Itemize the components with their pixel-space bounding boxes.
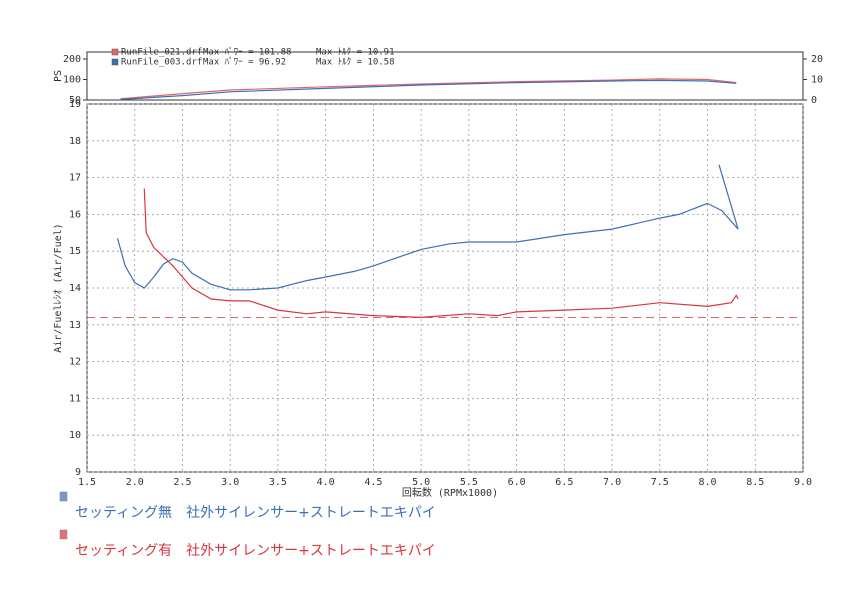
x-tick-label: 7.0 bbox=[603, 477, 621, 488]
legend-label: セッティング有 社外サイレンサー+ストレートエキパイ bbox=[75, 543, 436, 559]
x-tick-label: 1.5 bbox=[78, 477, 96, 488]
power-frame bbox=[86, 51, 804, 101]
x-tick-label: 5.0 bbox=[412, 477, 430, 488]
y-tick-label: 15 bbox=[69, 246, 81, 257]
y-tick-label: 50 bbox=[69, 95, 81, 106]
x-tick-label: 7.5 bbox=[651, 477, 669, 488]
legend-label: RunFile_003.drf bbox=[121, 58, 202, 68]
y-tick-label: 17 bbox=[69, 173, 81, 184]
series-line bbox=[120, 79, 737, 100]
legend-max: Max ﾊﾟﾜｰ = 101.88 bbox=[203, 47, 291, 58]
legend-max: Max ﾄﾙｸ = 10.58 bbox=[316, 57, 395, 68]
y-tick-label: 10 bbox=[69, 430, 81, 441]
x-tick-label: 8.5 bbox=[746, 477, 764, 488]
x-tick-label: 4.0 bbox=[317, 477, 335, 488]
x-tick-label: 3.5 bbox=[269, 477, 287, 488]
x-tick-label: 9.0 bbox=[794, 477, 812, 488]
legend-swatch bbox=[59, 491, 68, 502]
y-tick-label: 13 bbox=[69, 320, 81, 331]
legend-max: Max ﾊﾟﾜｰ = 96.92 bbox=[203, 57, 286, 68]
x-tick-label: 4.5 bbox=[364, 477, 382, 488]
legend-swatch bbox=[111, 48, 119, 56]
y-tick-label: 16 bbox=[69, 209, 81, 220]
y-tick-label: 11 bbox=[69, 393, 81, 404]
x-tick-label: 2.5 bbox=[173, 477, 191, 488]
x-tick-label: 8.0 bbox=[699, 477, 717, 488]
x-tick-label: 6.0 bbox=[508, 477, 526, 488]
x-tick-label: 6.5 bbox=[555, 477, 573, 488]
y-tick-label: 14 bbox=[69, 283, 81, 294]
series-line bbox=[120, 78, 737, 100]
y2-tick-label: 0 bbox=[811, 95, 817, 106]
y-tick-label: 18 bbox=[69, 136, 81, 147]
y-tick-label: 9 bbox=[75, 467, 81, 478]
legend-swatch bbox=[111, 58, 119, 66]
af-frame bbox=[86, 103, 804, 473]
y-tick-label: 19 bbox=[69, 99, 81, 110]
y-tick-label: 100 bbox=[63, 75, 81, 86]
y-tick-label: 200 bbox=[63, 54, 81, 65]
y-axis-label: Air/Fuelﾚｼｵ (Air/Fuel) bbox=[52, 223, 64, 352]
series-line bbox=[143, 188, 739, 319]
legend-swatch bbox=[59, 529, 68, 540]
series-line bbox=[116, 164, 739, 291]
legend-label: セッティング無 社外サイレンサー+ストレートエキパイ bbox=[75, 505, 436, 521]
x-tick-label: 3.0 bbox=[221, 477, 239, 488]
y2-tick-label: 10 bbox=[811, 75, 823, 86]
x-axis-label: 回転数 (RPMx1000) bbox=[402, 486, 498, 499]
legend-label: RunFile_021.drf bbox=[121, 48, 202, 58]
y2-tick-label: 20 bbox=[811, 54, 823, 65]
y-axis-label: PS bbox=[53, 70, 64, 82]
legend-max: Max ﾄﾙｸ = 10.91 bbox=[316, 47, 395, 58]
y-tick-label: 12 bbox=[69, 357, 81, 368]
x-tick-label: 5.5 bbox=[460, 477, 478, 488]
x-tick-label: 2.0 bbox=[126, 477, 144, 488]
